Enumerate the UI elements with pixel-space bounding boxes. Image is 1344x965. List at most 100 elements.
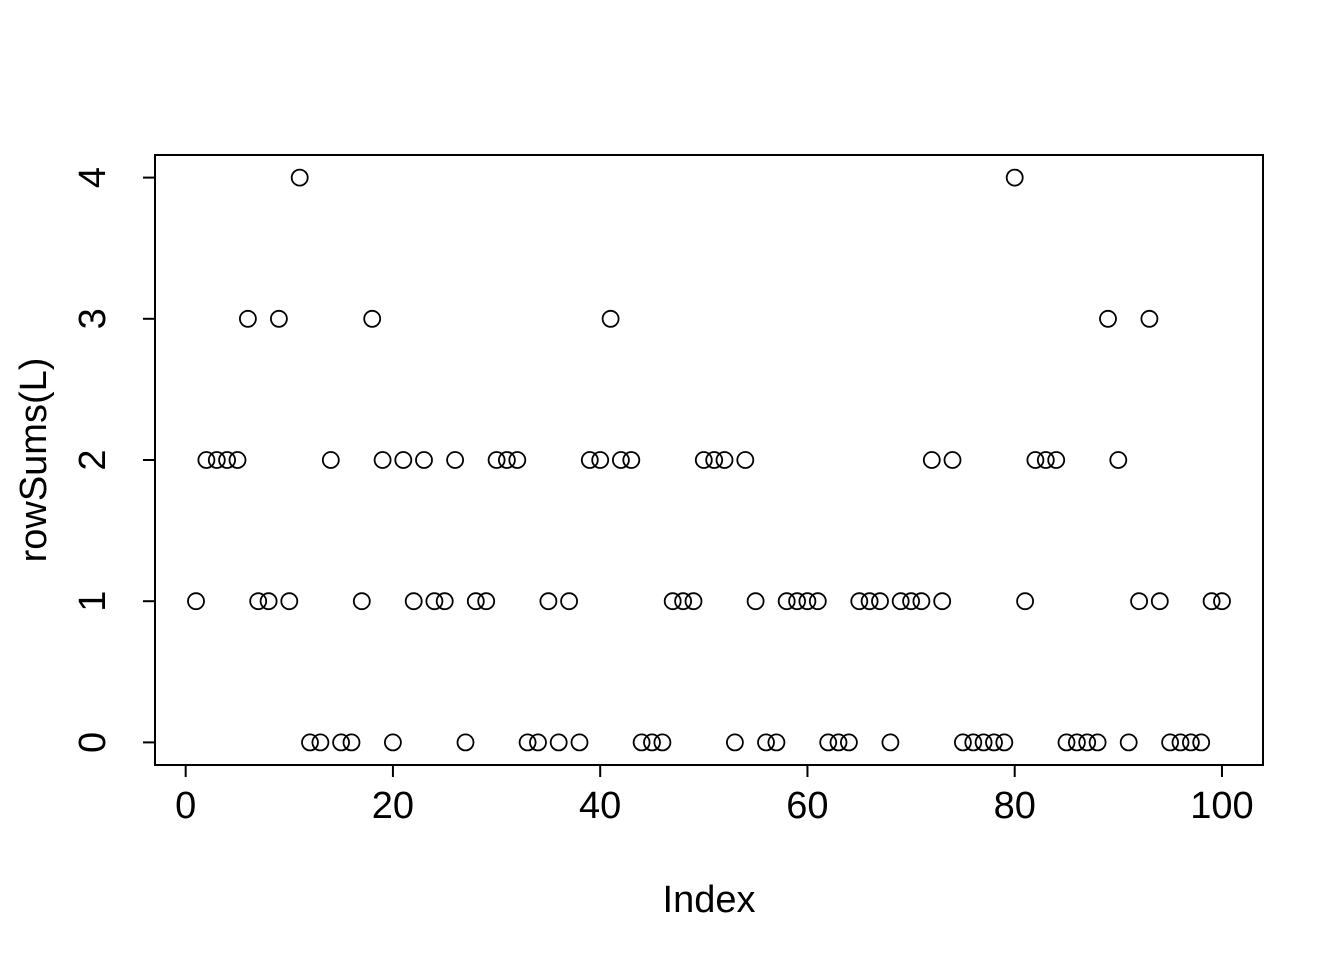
data-point (881, 733, 900, 752)
data-point (798, 592, 817, 611)
data-point (933, 592, 952, 611)
data-point (871, 592, 889, 611)
data-point (674, 592, 692, 611)
data-point (757, 733, 775, 752)
x-tick-label: 60 (786, 785, 828, 827)
x-tick-label: 80 (994, 785, 1036, 827)
data-point (187, 592, 205, 611)
data-point (622, 451, 641, 469)
data-point (601, 309, 620, 328)
data-point (922, 451, 941, 469)
data-point (653, 733, 672, 752)
data-point (985, 733, 1003, 752)
x-tick-label: 0 (175, 785, 196, 827)
data-point (819, 733, 838, 752)
data-point (1140, 309, 1159, 328)
data-point (207, 451, 226, 469)
data-point (290, 168, 309, 187)
data-point (860, 592, 879, 611)
data-point (684, 592, 703, 611)
data-point (518, 733, 537, 752)
data-point (1150, 592, 1169, 611)
data-point (508, 451, 527, 469)
data-point (1182, 733, 1200, 752)
data-point (280, 592, 299, 611)
data-point (487, 451, 506, 469)
data-point (394, 451, 413, 469)
data-point (425, 592, 444, 611)
data-point (850, 592, 869, 611)
data-point (466, 592, 485, 611)
data-point (632, 733, 651, 752)
data-point (383, 733, 402, 752)
y-tick-label: 2 (72, 449, 114, 470)
data-point (218, 451, 237, 469)
data-point (1130, 592, 1148, 611)
y-axis-title: rowSums(L) (13, 358, 55, 563)
data-point (1068, 733, 1086, 752)
x-tick-label: 100 (1190, 785, 1253, 827)
data-point (1047, 451, 1066, 469)
data-point (902, 592, 920, 611)
data-point (269, 309, 288, 328)
data-point (726, 733, 744, 752)
data-point (964, 733, 983, 752)
data-point (249, 592, 268, 611)
data-point (591, 451, 610, 469)
y-tick-label: 1 (72, 591, 114, 612)
data-point (1005, 168, 1024, 187)
y-tick-label: 0 (72, 732, 114, 753)
data-point (497, 451, 516, 469)
data-point (1057, 733, 1076, 752)
data-point (446, 451, 465, 469)
data-point (228, 451, 247, 469)
data-point (435, 592, 454, 611)
data-points (187, 168, 1231, 752)
data-point (301, 733, 319, 752)
data-point (1026, 451, 1045, 469)
data-point (767, 733, 786, 752)
data-point (342, 733, 361, 752)
data-point (715, 451, 734, 469)
data-point (943, 451, 962, 469)
data-point (1171, 733, 1190, 752)
data-point (736, 451, 755, 469)
data-point (1213, 592, 1231, 611)
x-axis-ticks: 0 20 40 60 80 100 (175, 765, 1254, 827)
data-point (1161, 733, 1179, 752)
data-point (694, 451, 713, 469)
data-point (643, 733, 661, 752)
data-point (259, 592, 278, 611)
data-point (238, 309, 257, 328)
data-point (363, 309, 382, 328)
data-point (912, 592, 931, 611)
data-point (539, 592, 558, 611)
data-point (1119, 733, 1138, 752)
data-point (580, 451, 599, 469)
y-axis-ticks: 0 1 2 3 4 (72, 167, 155, 753)
data-point (352, 592, 371, 611)
data-point (311, 733, 330, 752)
data-point (570, 733, 589, 752)
y-tick-label: 3 (72, 308, 114, 329)
data-point (705, 451, 724, 469)
y-tick-label: 4 (72, 167, 114, 188)
data-point (777, 592, 796, 611)
data-point (995, 733, 1014, 752)
data-point (549, 733, 568, 752)
data-point (1202, 592, 1221, 611)
data-point (529, 733, 547, 752)
data-point (373, 451, 392, 469)
data-point (746, 592, 765, 611)
data-point (612, 451, 630, 469)
data-point (1088, 733, 1107, 752)
plot-box (154, 154, 1264, 766)
data-point (954, 733, 972, 752)
data-point (808, 592, 827, 611)
data-point (404, 592, 423, 611)
data-point (663, 592, 682, 611)
x-tick-label: 40 (579, 785, 621, 827)
data-point (829, 733, 848, 752)
data-point (456, 733, 475, 752)
